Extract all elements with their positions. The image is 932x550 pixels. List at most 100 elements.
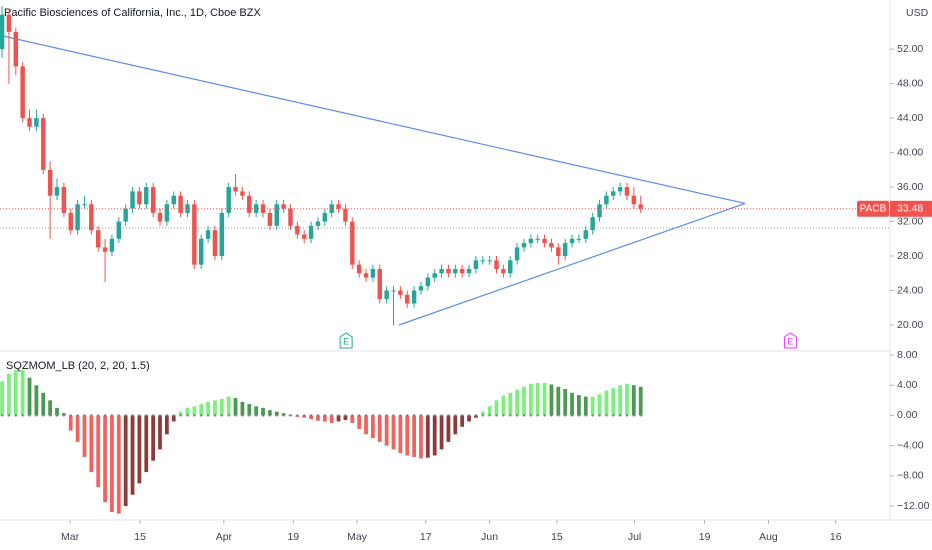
candle-body (95, 230, 101, 248)
zero-dot (179, 414, 182, 417)
zero-dot (262, 414, 265, 417)
zero-dot (426, 414, 429, 417)
zero-dot (159, 414, 162, 417)
momentum-bar (233, 398, 238, 416)
momentum-bar (267, 410, 272, 416)
momentum-bar (13, 370, 18, 416)
indicator-title: SQZMOM_LB (20, 2, 20, 1.5) (6, 360, 150, 372)
momentum-bar (604, 390, 609, 416)
zero-dot (227, 414, 230, 417)
zero-dot (564, 414, 567, 417)
candle-body (192, 204, 197, 265)
momentum-bar (549, 384, 554, 416)
earnings-label: E (787, 336, 793, 346)
x-tick-label: Apr (216, 531, 233, 543)
zero-dot (49, 414, 52, 417)
momentum-bar (322, 415, 327, 422)
candle-body (27, 118, 32, 127)
zero-dot (529, 414, 532, 417)
zero-dot (117, 414, 120, 417)
candle-body (171, 195, 176, 205)
x-tick-label: 15 (134, 531, 146, 543)
candle-body (75, 204, 80, 231)
y-tick-label: 8.00 (897, 349, 918, 361)
momentum-bar (446, 415, 451, 442)
momentum-bar (625, 383, 629, 416)
y-tick-label: −12.00 (897, 500, 930, 512)
zero-dot (83, 414, 86, 417)
momentum-bar (364, 415, 368, 435)
zero-dot (241, 414, 244, 417)
momentum-bar (144, 415, 149, 473)
momentum-bar (178, 411, 183, 416)
momentum-bar (151, 415, 156, 461)
zero-dot (296, 414, 299, 417)
candle-body (315, 221, 321, 226)
candle-body (549, 243, 554, 248)
candle-body (253, 204, 259, 213)
x-tick-label: Jul (628, 531, 641, 543)
momentum-bar (158, 415, 162, 450)
candle-body (198, 238, 204, 265)
momentum-bar (405, 415, 410, 456)
zero-dot (516, 414, 519, 417)
zero-dot (316, 414, 319, 417)
candle-body (0, 14, 5, 50)
candle-body (466, 268, 472, 274)
zero-dot (28, 414, 31, 417)
zero-dot (639, 414, 642, 417)
candle-body (473, 260, 479, 269)
momentum-bar (556, 386, 561, 416)
candle-body (590, 217, 595, 231)
momentum-bar (240, 401, 245, 416)
y-tick-label: 28.00 (897, 250, 923, 262)
momentum-bar (164, 415, 169, 435)
candle-body (391, 290, 396, 292)
trendline (0, 34, 746, 205)
candle-body (281, 204, 286, 209)
momentum-bar (206, 401, 210, 416)
y-tick-label: 44.00 (897, 112, 923, 124)
earnings-marker (783, 332, 797, 349)
momentum-bar (55, 407, 59, 416)
momentum-bar (487, 406, 492, 416)
zero-dot (440, 414, 443, 417)
y-tick-label: 0.00 (897, 409, 918, 421)
candle-body (205, 230, 211, 239)
momentum-bar (467, 415, 471, 422)
zero-dot (468, 414, 471, 417)
y-tick-label: 40.00 (897, 146, 923, 158)
zero-dot (612, 414, 615, 417)
momentum-bar (34, 385, 39, 416)
price-tag-label: 33.48 (897, 203, 923, 215)
momentum-bar (357, 415, 362, 430)
momentum-bar (247, 404, 252, 416)
momentum-bar (27, 377, 32, 416)
candle-body (624, 187, 630, 196)
momentum-bar (480, 411, 485, 416)
candle-body (494, 260, 499, 269)
candle-body (384, 290, 389, 300)
zero-dot (371, 414, 374, 417)
candle-body (274, 204, 279, 226)
candle-body (219, 212, 225, 257)
y-tick-label: 36.00 (897, 181, 923, 193)
y-tick-label: 20.00 (897, 319, 923, 331)
momentum-bar (261, 407, 265, 416)
x-tick-label: Aug (759, 531, 778, 543)
momentum-bar (199, 404, 204, 416)
zero-dot (474, 414, 477, 417)
candle-body (343, 208, 348, 222)
zero-dot (35, 414, 38, 417)
candle-body (617, 187, 623, 192)
candle-body (432, 273, 437, 278)
zero-dot (255, 414, 258, 417)
momentum-bar (522, 386, 526, 416)
zero-dot (282, 414, 285, 417)
zero-dot (172, 414, 175, 417)
candle-body (20, 66, 25, 119)
momentum-bar (61, 413, 66, 416)
momentum-bar (68, 415, 73, 431)
momentum-bar (103, 415, 107, 503)
